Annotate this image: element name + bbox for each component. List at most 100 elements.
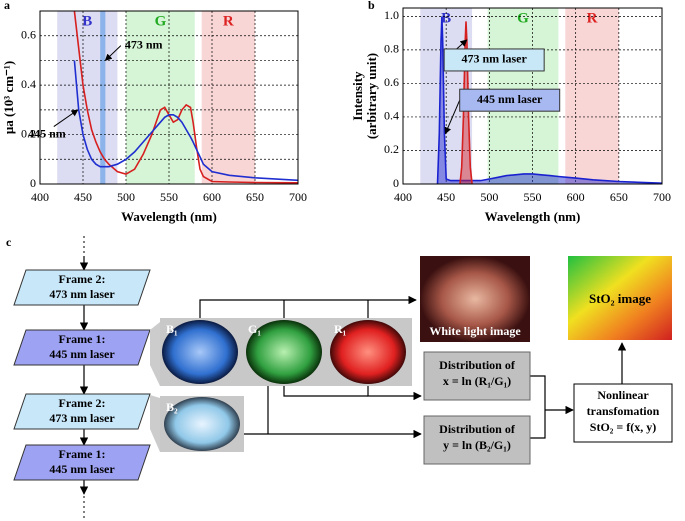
band	[565, 8, 619, 184]
image-label: B₂	[166, 400, 178, 414]
x-axis-label: Wavelength (nm)	[485, 209, 581, 224]
band	[57, 11, 118, 184]
annotation: 473 nm	[125, 37, 163, 51]
x-tick-label: 600	[203, 190, 221, 204]
x-axis-label: Wavelength (nm)	[121, 209, 217, 224]
band-label: B	[82, 13, 92, 29]
box-text: x = ln (R₁/G₁)	[443, 374, 511, 388]
annotation-arrow	[444, 99, 461, 135]
box-text: Distribution of	[439, 358, 516, 372]
y-tick-label: 0	[393, 176, 399, 190]
x-tick-label: 400	[31, 190, 49, 204]
image-r1	[330, 320, 406, 384]
panel-letter: c	[6, 235, 12, 249]
x-tick-label: 550	[524, 190, 542, 204]
y-tick-label: 0.8	[384, 42, 399, 56]
y-tick-label: 1.0	[384, 8, 399, 22]
y-tick-label: 0.6	[21, 27, 36, 41]
y-tick-label: 0.4	[384, 109, 399, 123]
line	[73, 11, 298, 184]
y-tick-label: 0.2	[384, 142, 399, 156]
flow-text: Frame 1:	[59, 332, 106, 346]
y-tick-label: 0.4	[21, 77, 36, 91]
y-axis-label: μa (10³ cm⁻¹)	[1, 61, 16, 134]
image-g1	[246, 320, 322, 384]
box-text: Distribution of	[439, 422, 516, 436]
line	[283, 386, 368, 397]
annotation-box	[443, 48, 545, 72]
annotation: 445 nm	[28, 126, 66, 140]
band	[126, 11, 195, 184]
box-text: StO₂ = f(x, y)	[590, 420, 656, 434]
plot-frame	[39, 10, 299, 185]
box-texts: Distribution of x = ln (R₁/G₁) Distributio…	[439, 358, 659, 452]
line	[436, 16, 662, 184]
image-label: White light image	[429, 324, 521, 338]
x-tick-label: 650	[246, 190, 264, 204]
flow-text: Frame 2:	[59, 272, 106, 286]
flow-text: Frame 1:	[59, 447, 106, 461]
flow-step	[13, 329, 151, 366]
image-label: StO₂ image	[589, 291, 651, 306]
band-label: B	[441, 10, 451, 26]
line	[73, 60, 298, 182]
box	[423, 415, 531, 465]
image-b2	[164, 397, 240, 451]
band-label: G	[155, 13, 167, 29]
flow-step	[13, 393, 151, 430]
y-axis-label: (arbitrary unit)	[364, 53, 379, 139]
callout	[150, 322, 160, 386]
flow-text: 473 nm laser	[49, 411, 115, 425]
annotation: 473 nm laser	[461, 52, 527, 66]
box	[573, 383, 673, 443]
image-label: G₁	[248, 322, 261, 336]
annotation: 445 nm laser	[477, 92, 543, 106]
flow-text: 445 nm laser	[49, 462, 115, 476]
x-tick-label: 600	[567, 190, 585, 204]
image-b1	[162, 320, 238, 384]
x-tick-label: 650	[610, 190, 628, 204]
box-text: Nonlinear	[597, 388, 649, 402]
annotation-arrow	[104, 45, 122, 61]
arrow	[367, 386, 422, 401]
y-axis-label: Intensity	[350, 71, 365, 121]
band-label: R	[587, 10, 598, 26]
x-tick-label: 450	[74, 190, 92, 204]
band-label: G	[517, 10, 529, 26]
image-white	[420, 256, 530, 342]
image-sto2	[568, 256, 672, 340]
panel-letter: a	[4, 0, 10, 12]
arrow	[199, 295, 417, 318]
flow-text: 445 nm laser	[49, 347, 115, 361]
band	[100, 11, 106, 184]
panel-letter: b	[368, 0, 375, 12]
image-label: R₁	[334, 322, 347, 336]
band-label: R	[223, 13, 234, 29]
x-tick-label: 550	[160, 190, 178, 204]
chart: a B G R 400 450 500 550 600 650 700 0 0.2 0.4 0.6 473 n…	[1, 0, 307, 224]
box	[423, 351, 531, 401]
line	[459, 21, 473, 184]
x-tick-label: 450	[437, 190, 455, 204]
flow-step	[13, 269, 151, 306]
plot-frame	[402, 7, 663, 185]
chart: b B G R 400 450 500 550 600 650 700 0 0.2 0.4 0.6 0.8 1.…	[350, 0, 671, 224]
flow-text: Frame 2:	[59, 396, 106, 410]
x-tick-label: 400	[394, 190, 412, 204]
box-text: transfomation	[587, 404, 660, 418]
x-tick-label: 700	[289, 190, 307, 204]
x-tick-label: 500	[117, 190, 135, 204]
image-label: B₁	[166, 322, 178, 336]
charts: a B G R 400 450 500 550 600 650 700 0 0.2 0.4 0.6 473 n…	[1, 0, 671, 224]
y-tick-label: 0.2	[21, 126, 36, 140]
flow-step	[13, 444, 151, 481]
line	[530, 375, 546, 439]
y-tick-label: 0	[30, 176, 36, 190]
callout	[150, 395, 160, 452]
annotation-box	[459, 88, 561, 112]
band	[201, 11, 255, 184]
x-tick-label: 700	[653, 190, 671, 204]
